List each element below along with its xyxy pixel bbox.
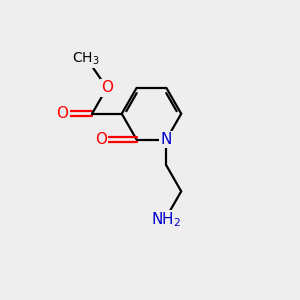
Text: O: O [101, 80, 113, 95]
Text: O: O [56, 106, 68, 121]
Text: CH$_3$: CH$_3$ [72, 51, 100, 67]
Text: NH$_2$: NH$_2$ [151, 211, 181, 230]
Text: N: N [161, 132, 172, 147]
Text: O: O [95, 132, 107, 147]
